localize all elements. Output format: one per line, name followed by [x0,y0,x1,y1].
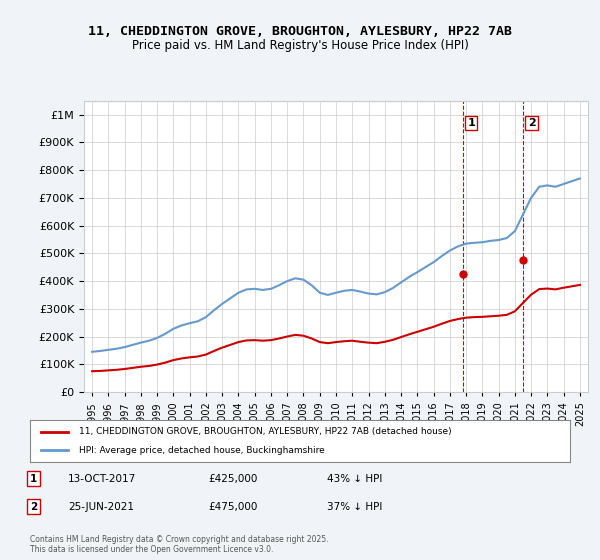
Text: 2: 2 [30,502,37,512]
Text: 43% ↓ HPI: 43% ↓ HPI [327,474,382,484]
Text: £425,000: £425,000 [208,474,257,484]
Text: 25-JUN-2021: 25-JUN-2021 [68,502,134,512]
Text: 1: 1 [467,118,475,128]
Text: 13-OCT-2017: 13-OCT-2017 [68,474,136,484]
Text: 1: 1 [30,474,37,484]
Text: 37% ↓ HPI: 37% ↓ HPI [327,502,382,512]
Text: Price paid vs. HM Land Registry's House Price Index (HPI): Price paid vs. HM Land Registry's House … [131,39,469,52]
Text: 11, CHEDDINGTON GROVE, BROUGHTON, AYLESBURY, HP22 7AB (detached house): 11, CHEDDINGTON GROVE, BROUGHTON, AYLESB… [79,427,451,436]
Text: 2: 2 [527,118,535,128]
Text: HPI: Average price, detached house, Buckinghamshire: HPI: Average price, detached house, Buck… [79,446,325,455]
Text: Contains HM Land Registry data © Crown copyright and database right 2025.
This d: Contains HM Land Registry data © Crown c… [30,535,329,554]
Text: £475,000: £475,000 [208,502,257,512]
Text: 11, CHEDDINGTON GROVE, BROUGHTON, AYLESBURY, HP22 7AB: 11, CHEDDINGTON GROVE, BROUGHTON, AYLESB… [88,25,512,38]
